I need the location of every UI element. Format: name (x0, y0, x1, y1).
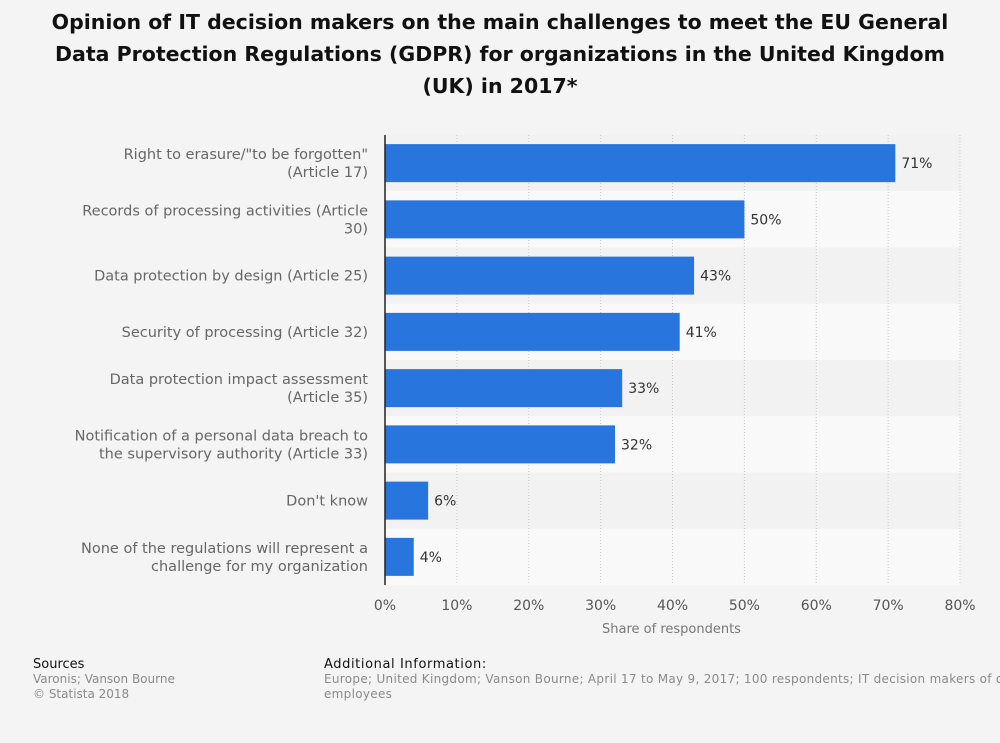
bar (385, 425, 615, 464)
x-axis-label: Share of respondents (602, 622, 741, 637)
additional-info-line: employees (324, 687, 393, 701)
category-label-line: None of the regulations will represent a (81, 541, 368, 557)
value-label: 71% (901, 156, 932, 172)
category-label: Right to erasure/"to be forgotten" (Artic… (124, 147, 368, 181)
category-label-line: the supervisory authority (Article 33) (99, 446, 368, 462)
row-band (385, 528, 960, 585)
category-label-line: Data protection by design (Article 25) (94, 269, 368, 285)
category-label: Don't know (286, 494, 368, 510)
category-label-line: challenge for my organization (151, 559, 368, 575)
category-label-line: Don't know (286, 494, 368, 510)
category-label-line: Security of processing (Article 32) (122, 325, 368, 341)
category-label-line: Records of processing activities (Articl… (82, 203, 368, 219)
bar (385, 144, 896, 183)
value-label: 33% (628, 381, 659, 397)
chart-title: Opinion of IT decision makers on the mai… (51, 10, 949, 98)
x-tick-label: 20% (513, 598, 544, 614)
sources-block: Sources Varonis; Vanson Bourne © Statist… (33, 657, 175, 702)
x-tick-label: 0% (374, 598, 396, 614)
category-label-line: Data protection impact assessment (110, 372, 369, 388)
value-label: 4% (420, 550, 442, 566)
x-tick-label: 70% (873, 598, 904, 614)
category-label-line: 30) (344, 221, 368, 237)
sources-heading: Sources (33, 657, 85, 672)
category-label-line: Notification of a personal data breach t… (75, 428, 368, 444)
category-labels: Right to erasure/"to be forgotten" (Artic… (75, 147, 369, 575)
bar (385, 537, 414, 576)
copyright-line: © Statista 2018 (33, 687, 130, 701)
x-tick-labels: 0% 10% 20% 30% 40% 50% 60% 70% 80% (374, 598, 976, 614)
value-label: 6% (434, 494, 456, 510)
category-label: None of the regulations will represent a… (81, 541, 368, 575)
bar (385, 200, 745, 239)
category-label: Records of processing activities (Articl… (82, 203, 368, 237)
value-label: 41% (686, 325, 717, 341)
sources-line: Varonis; Vanson Bourne (33, 672, 175, 686)
value-label: 43% (700, 269, 731, 285)
x-tick-label: 30% (585, 598, 616, 614)
bar (385, 312, 680, 351)
value-labels: 71% 50% 43% 41% 33% 32% 6% 4% (420, 156, 933, 566)
bar (385, 369, 623, 408)
x-tick-label: 60% (801, 598, 832, 614)
category-label: Data protection by design (Article 25) (94, 269, 368, 285)
category-label: Security of processing (Article 32) (122, 325, 368, 341)
additional-info-heading: Additional Information: (324, 657, 487, 672)
bars (385, 144, 896, 576)
x-tick-label: 50% (729, 598, 760, 614)
bar (385, 481, 429, 520)
x-tick-label: 10% (441, 598, 472, 614)
x-tick-label: 40% (657, 598, 688, 614)
category-label: Notification of a personal data breach t… (75, 428, 368, 462)
x-tick-label: 80% (944, 598, 975, 614)
category-label: Data protection impact assessment (Articl… (110, 372, 369, 406)
additional-info-line: Europe; United Kingdom; Vanson Bourne; A… (324, 672, 1000, 686)
bar (385, 256, 695, 295)
category-label-line: (Article 17) (287, 165, 368, 181)
additional-info-block: Additional Information: Europe; United K… (324, 657, 1000, 702)
category-label-line: (Article 35) (287, 390, 368, 406)
value-label: 32% (621, 437, 652, 453)
category-label-line: Right to erasure/"to be forgotten" (124, 147, 368, 163)
value-label: 50% (750, 212, 781, 228)
